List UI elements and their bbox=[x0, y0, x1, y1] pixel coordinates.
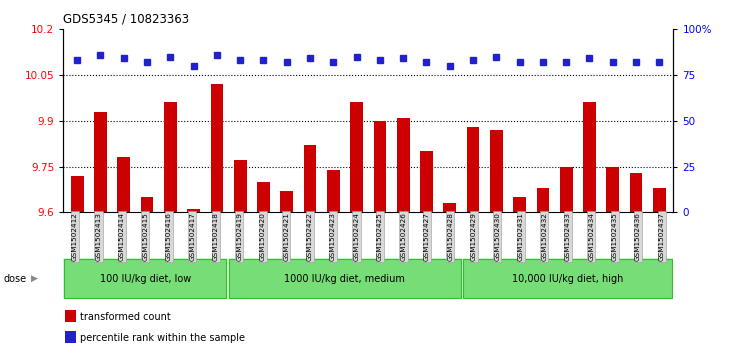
Bar bbox=[373, 121, 386, 212]
Bar bbox=[653, 188, 666, 212]
Bar bbox=[94, 111, 107, 212]
Bar bbox=[304, 145, 316, 212]
Text: GSM1502414: GSM1502414 bbox=[119, 212, 125, 261]
Bar bbox=[420, 151, 433, 212]
Text: GSM1502435: GSM1502435 bbox=[612, 212, 618, 261]
Text: GSM1502412: GSM1502412 bbox=[72, 212, 78, 261]
Text: transformed count: transformed count bbox=[80, 312, 171, 322]
Text: GSM1502432: GSM1502432 bbox=[542, 212, 548, 261]
Bar bbox=[280, 191, 293, 212]
Text: 100 IU/kg diet, low: 100 IU/kg diet, low bbox=[100, 274, 191, 284]
Text: GDS5345 / 10823363: GDS5345 / 10823363 bbox=[63, 13, 190, 26]
FancyBboxPatch shape bbox=[65, 260, 226, 298]
Text: GSM1502420: GSM1502420 bbox=[260, 212, 266, 261]
Text: GSM1502418: GSM1502418 bbox=[213, 212, 219, 261]
Bar bbox=[629, 173, 643, 212]
Text: percentile rank within the sample: percentile rank within the sample bbox=[80, 333, 246, 343]
Text: GSM1502424: GSM1502424 bbox=[353, 212, 359, 261]
Bar bbox=[513, 197, 526, 212]
Bar bbox=[397, 118, 410, 212]
Text: GSM1502430: GSM1502430 bbox=[494, 212, 500, 261]
Text: GSM1502413: GSM1502413 bbox=[95, 212, 101, 261]
Text: dose: dose bbox=[4, 274, 27, 284]
Text: GSM1502428: GSM1502428 bbox=[447, 212, 453, 261]
Text: GSM1502429: GSM1502429 bbox=[471, 212, 477, 261]
Text: GSM1502419: GSM1502419 bbox=[237, 212, 243, 261]
Bar bbox=[211, 84, 223, 212]
Bar bbox=[234, 160, 246, 212]
Bar bbox=[65, 331, 76, 343]
Bar bbox=[65, 310, 76, 322]
Text: GSM1502437: GSM1502437 bbox=[658, 212, 664, 261]
Text: GSM1502427: GSM1502427 bbox=[424, 212, 430, 261]
Bar bbox=[71, 176, 83, 212]
Text: GSM1502416: GSM1502416 bbox=[166, 212, 172, 261]
Text: GSM1502415: GSM1502415 bbox=[142, 212, 148, 261]
Text: GSM1502433: GSM1502433 bbox=[565, 212, 571, 261]
Bar bbox=[559, 167, 573, 212]
Bar bbox=[327, 170, 340, 212]
Bar bbox=[350, 102, 363, 212]
Bar bbox=[443, 203, 456, 212]
Text: GSM1502417: GSM1502417 bbox=[189, 212, 195, 261]
FancyBboxPatch shape bbox=[228, 260, 461, 298]
Bar bbox=[118, 158, 130, 212]
Text: GSM1502431: GSM1502431 bbox=[518, 212, 524, 261]
Bar bbox=[583, 102, 596, 212]
Bar bbox=[141, 197, 153, 212]
Bar bbox=[466, 127, 479, 212]
Text: GSM1502436: GSM1502436 bbox=[635, 212, 641, 261]
Bar bbox=[257, 182, 270, 212]
Text: GSM1502421: GSM1502421 bbox=[283, 212, 289, 261]
Text: GSM1502426: GSM1502426 bbox=[400, 212, 406, 261]
Bar bbox=[187, 209, 200, 212]
Text: GSM1502434: GSM1502434 bbox=[589, 212, 594, 261]
Text: GSM1502422: GSM1502422 bbox=[307, 212, 312, 261]
FancyBboxPatch shape bbox=[464, 260, 672, 298]
Text: GSM1502425: GSM1502425 bbox=[377, 212, 383, 261]
Text: ▶: ▶ bbox=[31, 274, 38, 283]
Text: GSM1502423: GSM1502423 bbox=[330, 212, 336, 261]
Bar bbox=[164, 102, 177, 212]
Bar bbox=[606, 167, 619, 212]
Bar bbox=[490, 130, 503, 212]
Bar bbox=[536, 188, 549, 212]
Text: 10,000 IU/kg diet, high: 10,000 IU/kg diet, high bbox=[512, 274, 623, 284]
Text: 1000 IU/kg diet, medium: 1000 IU/kg diet, medium bbox=[284, 274, 405, 284]
